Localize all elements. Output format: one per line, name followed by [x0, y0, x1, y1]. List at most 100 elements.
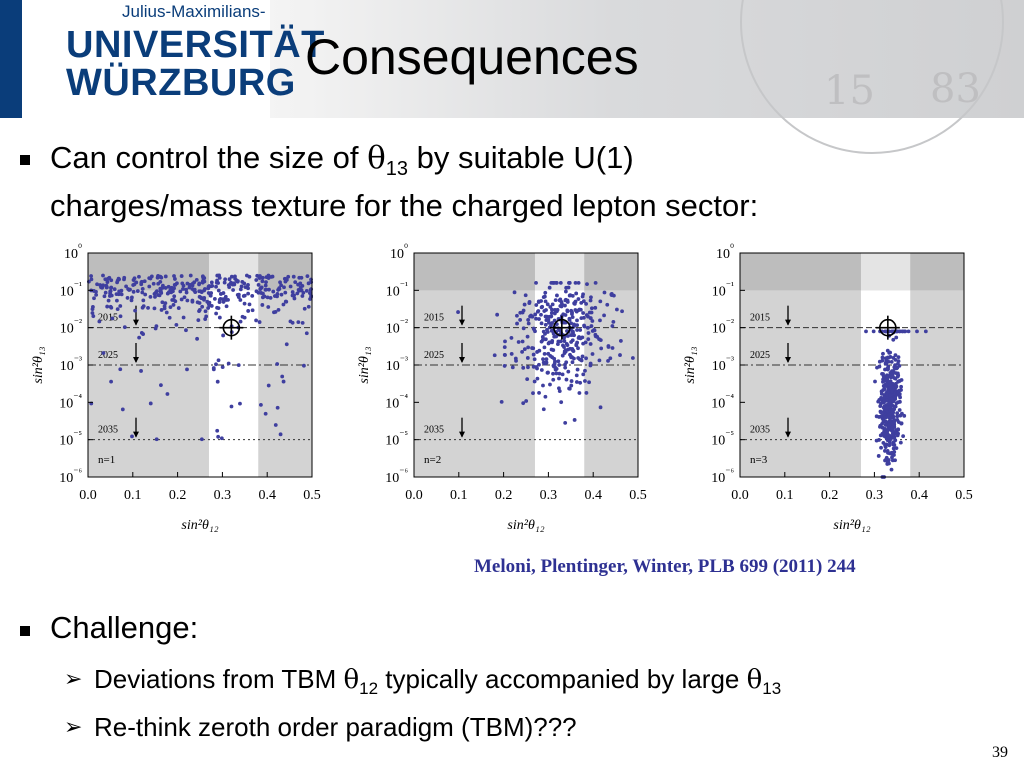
x-tick-label: 0.2 [821, 488, 839, 503]
data-point [209, 280, 214, 285]
data-point [216, 288, 221, 293]
data-point [584, 356, 588, 361]
data-point [223, 294, 228, 299]
data-point [588, 361, 593, 366]
y-tick-label: 10⁰ [716, 243, 734, 262]
data-point [537, 390, 541, 395]
down-arrow-icon [459, 319, 465, 326]
data-point [542, 309, 547, 313]
data-point [576, 297, 581, 301]
down-arrow-icon [785, 319, 791, 326]
data-point [267, 287, 271, 292]
data-point [250, 308, 255, 313]
data-point [524, 399, 529, 403]
data-point [214, 362, 218, 367]
data-point [884, 360, 888, 365]
data-point [182, 295, 187, 300]
logo-line1: Julius-Maximilians- [122, 2, 266, 21]
data-point [209, 304, 214, 308]
data-point [906, 329, 911, 334]
data-point [887, 418, 892, 423]
data-point [536, 300, 541, 304]
data-point [266, 383, 271, 388]
data-point [246, 282, 250, 287]
data-point [196, 318, 201, 323]
data-point [556, 342, 560, 347]
down-arrow-icon [459, 431, 465, 438]
data-point [179, 274, 184, 278]
data-point [544, 357, 549, 362]
data-point [900, 329, 905, 334]
data-point [166, 284, 171, 289]
data-point [889, 359, 894, 364]
data-point [139, 369, 143, 373]
data-point [534, 365, 539, 369]
allowed-band-top [534, 253, 585, 291]
data-point [555, 307, 560, 312]
data-point [878, 404, 883, 408]
data-point [217, 315, 222, 320]
data-point [881, 400, 886, 405]
data-point [117, 289, 122, 294]
data-point [884, 357, 889, 361]
data-point [549, 311, 554, 315]
data-point [122, 325, 127, 330]
x-tick-label: 0.4 [258, 488, 276, 503]
data-point [569, 321, 574, 326]
sub-bullet-text: Deviations from TBM [94, 664, 344, 694]
subscript: 13 [762, 679, 782, 699]
data-point [200, 280, 205, 285]
x-tick-label: 0.3 [214, 488, 232, 503]
data-point [200, 274, 205, 279]
data-point [222, 280, 227, 285]
data-point [178, 289, 183, 294]
data-point [520, 349, 524, 354]
plot-svg: 2015 2025 2035 10⁰ 10⁻¹ 10⁻² 10⁻³ 10⁻⁴ 10⁻⁵ 10⁻⁶ 0… [357, 243, 647, 533]
data-point [109, 285, 113, 290]
data-point [574, 380, 579, 384]
data-point [602, 290, 607, 295]
y-tick-label: 10⁻³ [712, 355, 734, 374]
data-point [899, 421, 904, 426]
data-point [883, 367, 887, 372]
data-point [114, 292, 119, 297]
data-point [543, 331, 547, 336]
reference-line-label: 2015 [98, 313, 118, 324]
data-point [173, 277, 177, 281]
data-point [557, 376, 561, 381]
x-tick-label: 0.0 [79, 488, 97, 503]
data-point [564, 360, 569, 365]
data-point [246, 309, 251, 313]
data-point [233, 274, 237, 279]
down-arrow-icon [133, 357, 139, 363]
data-point [143, 292, 148, 297]
data-point [537, 317, 541, 321]
data-point [886, 364, 891, 369]
data-point [589, 295, 593, 300]
data-point [179, 297, 184, 302]
data-point [89, 274, 93, 278]
data-point [539, 321, 544, 326]
bullet-square-icon [20, 626, 30, 636]
data-point [264, 280, 268, 284]
data-point [141, 298, 146, 303]
data-point [880, 421, 884, 426]
data-point [546, 370, 550, 375]
data-point [610, 346, 615, 350]
x-tick-label: 0.1 [124, 488, 142, 503]
x-tick-label: 0.5 [629, 488, 647, 503]
logo-line2: UNIVERSITÄT [66, 24, 325, 66]
data-point [284, 299, 289, 304]
page-number: 39 [992, 744, 1008, 761]
data-point [221, 333, 226, 338]
data-point [550, 307, 554, 312]
data-point [883, 443, 887, 448]
data-point [120, 407, 125, 412]
theta-symbol: θ [746, 665, 763, 695]
data-point [543, 299, 548, 304]
y-tick-label: 10⁻² [60, 318, 82, 337]
data-point [588, 298, 593, 303]
data-point [534, 280, 538, 285]
data-point [543, 394, 548, 399]
data-point [572, 301, 577, 306]
